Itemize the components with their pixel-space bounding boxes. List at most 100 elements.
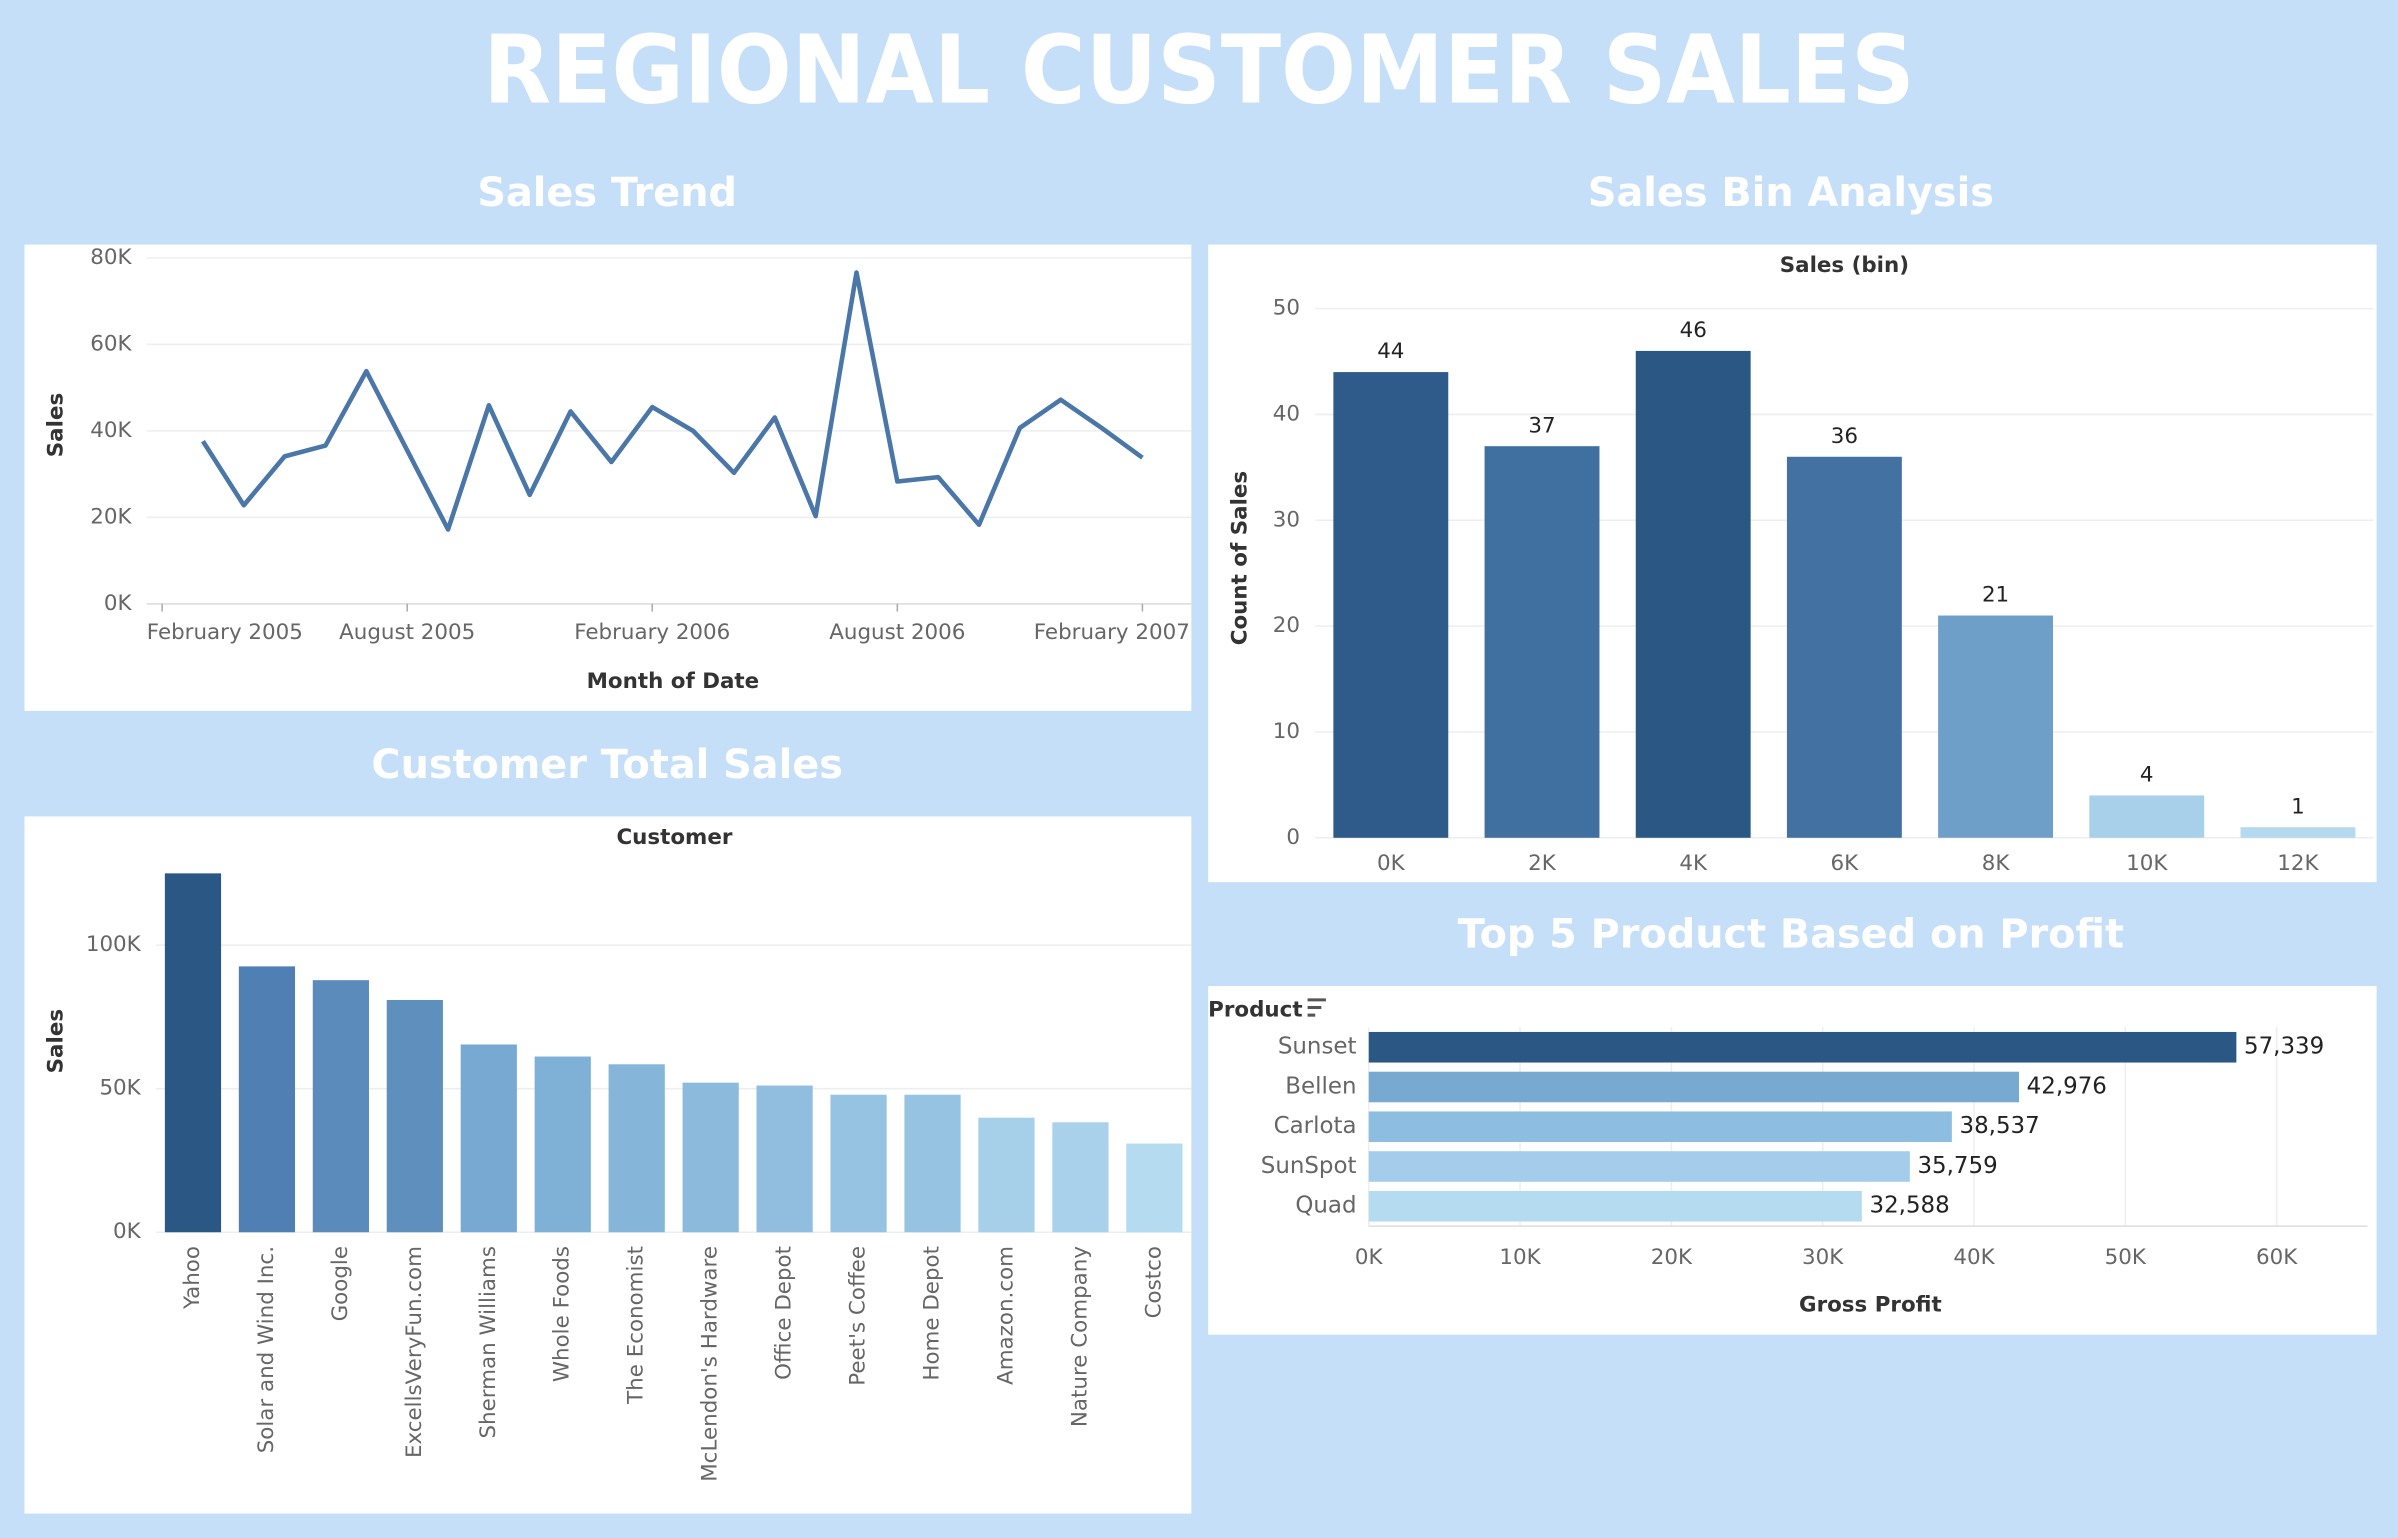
bar <box>312 980 369 1233</box>
bar <box>1938 615 2054 838</box>
bar <box>1368 1190 1862 1222</box>
y-tick-label: 60K <box>90 331 132 356</box>
x-tick-label: 12K <box>2277 851 2319 876</box>
sort-icon <box>1307 998 1326 1017</box>
y-axis-title: Sales <box>44 1009 69 1073</box>
y-tick-label: 30 <box>1273 507 1300 532</box>
bar <box>238 966 296 1233</box>
bar <box>608 1064 665 1233</box>
value-label: 57,339 <box>2244 1034 2324 1060</box>
x-tick-label: 20K <box>1651 1245 1693 1270</box>
y-tick-label: 40 <box>1273 401 1300 426</box>
x-tick-label: February 2007 <box>1034 620 1190 645</box>
y-tick-label: 10 <box>1273 719 1300 744</box>
x-tick-label: February 2006 <box>574 620 730 645</box>
value-label: 46 <box>1680 318 1707 343</box>
x-tick-label: 40K <box>1953 1245 1995 1270</box>
x-tick-label: 10K <box>2126 851 2168 876</box>
x-axis-title: Month of Date <box>587 669 760 694</box>
value-label: 38,537 <box>1960 1113 2040 1139</box>
x-tick-label: Home Depot <box>920 1246 945 1381</box>
x-tick-label: August 2006 <box>829 620 965 645</box>
value-label: 37 <box>1528 413 1555 438</box>
bar <box>534 1056 591 1233</box>
bar <box>904 1094 961 1233</box>
bar <box>1368 1031 2237 1063</box>
x-tick-label: 2K <box>1528 851 1557 876</box>
value-label: 44 <box>1377 339 1404 364</box>
x-tick-label: Whole Foods <box>550 1246 575 1382</box>
y-tick-label: Carlota <box>1274 1113 1357 1139</box>
x-tick-label: 60K <box>2256 1245 2298 1270</box>
value-label: 42,976 <box>2027 1073 2107 1099</box>
section-title: Customer Total Sales <box>371 742 842 788</box>
bar <box>1484 446 1600 838</box>
y-axis-title: Sales <box>44 393 69 457</box>
x-tick-label: Yahoo <box>180 1246 205 1310</box>
x-tick-label: 8K <box>1982 851 2011 876</box>
bar <box>386 999 443 1233</box>
x-tick-label: ExcellsVeryFun.com <box>402 1246 427 1458</box>
dashboard-title: REGIONAL CUSTOMER SALES <box>483 15 1914 125</box>
x-tick-label: 10K <box>1499 1245 1541 1270</box>
x-axis-title: Gross Profit <box>1799 1293 1942 1318</box>
x-tick-label: 0K <box>1355 1245 1384 1270</box>
x-tick-label: February 2005 <box>147 620 303 645</box>
y-tick-label: Quad <box>1295 1193 1356 1219</box>
x-tick-label: McLendon's Hardware <box>698 1246 723 1482</box>
x-tick-label: August 2005 <box>339 620 475 645</box>
bar <box>164 873 222 1233</box>
line <box>201 270 1144 532</box>
bar <box>1368 1151 1910 1182</box>
section-title: Top 5 Product Based on Profit <box>1458 912 2124 958</box>
y-tick-label: 100K <box>86 932 142 957</box>
y-tick-label: 0K <box>113 1219 142 1244</box>
x-tick-label: The Economist <box>624 1246 649 1405</box>
value-label: 21 <box>1982 583 2009 608</box>
y-tick-label: 0 <box>1286 825 1300 850</box>
x-tick-label: Costco <box>1141 1246 1166 1318</box>
bar <box>1786 456 1902 838</box>
x-tick-label: Google <box>328 1246 353 1321</box>
x-tick-label: Sherman Williams <box>476 1246 501 1439</box>
bar <box>1126 1143 1183 1233</box>
bar <box>978 1117 1035 1233</box>
bar <box>1635 350 1751 838</box>
x-tick-label: 30K <box>1802 1245 1844 1270</box>
y-tick-label: 20 <box>1273 613 1300 638</box>
y-tick-label: 0K <box>104 591 133 616</box>
section-title: Sales Bin Analysis <box>1588 170 1994 216</box>
x-tick-label: Office Depot <box>772 1246 797 1380</box>
value-label: 4 <box>2140 763 2154 788</box>
x-axis-title: Customer <box>616 825 732 850</box>
y-tick-label: Sunset <box>1278 1034 1357 1060</box>
y-tick-label: 50 <box>1273 296 1300 321</box>
bar <box>756 1085 813 1233</box>
bar <box>460 1044 517 1233</box>
bar <box>1052 1122 1109 1233</box>
value-label: 1 <box>2291 794 2305 819</box>
section-title: Sales Trend <box>477 170 737 216</box>
value-label: 35,759 <box>1917 1153 1997 1179</box>
y-axis-title: Count of Sales <box>1227 471 1252 645</box>
bar <box>2089 795 2205 838</box>
x-tick-label: 6K <box>1831 851 1860 876</box>
value-label: 32,588 <box>1869 1193 1949 1219</box>
y-tick-label: 40K <box>90 418 132 443</box>
x-tick-label: Nature Company <box>1067 1246 1092 1427</box>
bar <box>682 1082 739 1233</box>
x-tick-label: 0K <box>1377 851 1406 876</box>
y-tick-label: Bellen <box>1285 1073 1356 1099</box>
bar <box>830 1094 887 1233</box>
x-tick-label: 50K <box>2105 1245 2147 1270</box>
x-tick-label: Solar and Wind Inc. <box>254 1246 279 1453</box>
bar <box>1368 1071 2020 1103</box>
bar <box>1333 372 1449 838</box>
y-tick-label: 50K <box>99 1076 141 1101</box>
y-tick-label: 80K <box>90 245 132 270</box>
y-tick-label: SunSpot <box>1261 1153 1357 1179</box>
value-label: 36 <box>1831 424 1858 449</box>
x-tick-label: 4K <box>1679 851 1708 876</box>
